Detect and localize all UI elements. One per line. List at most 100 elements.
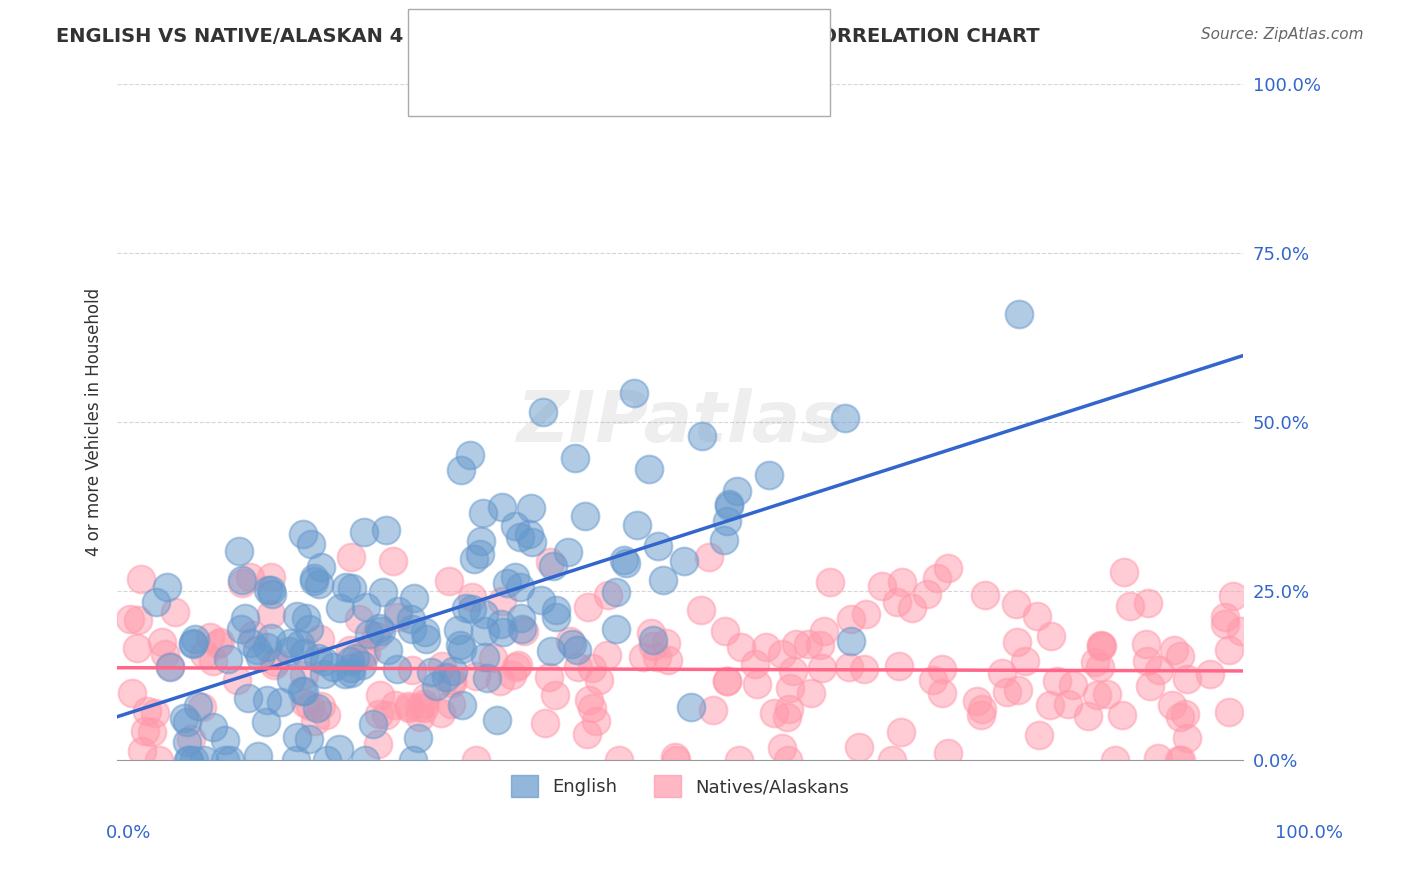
Point: [972, 702, 994, 716]
Point: [813, 624, 835, 638]
Point: [770, 647, 793, 661]
Point: [488, 673, 510, 688]
Point: [797, 637, 820, 651]
Point: [368, 621, 391, 635]
Point: [1084, 655, 1107, 669]
Point: [449, 638, 471, 652]
Point: [209, 634, 232, 648]
Point: [1005, 634, 1028, 648]
Point: [399, 611, 422, 625]
Point: [991, 666, 1014, 681]
Point: [176, 715, 198, 730]
Point: [370, 624, 392, 639]
Point: [134, 723, 156, 738]
Point: [402, 591, 425, 606]
Point: [408, 710, 430, 724]
Point: [291, 526, 314, 541]
Point: [402, 753, 425, 767]
Point: [505, 660, 527, 674]
Point: [613, 553, 636, 567]
Point: [1090, 639, 1112, 653]
Point: [292, 684, 315, 698]
Point: [406, 731, 429, 745]
Point: [1213, 617, 1236, 632]
Point: [396, 698, 419, 713]
Point: [672, 554, 695, 568]
Point: [254, 715, 277, 730]
Point: [1008, 307, 1031, 321]
Point: [398, 701, 420, 715]
Point: [202, 654, 225, 668]
Point: [716, 673, 738, 688]
Point: [368, 707, 391, 722]
Point: [141, 725, 163, 739]
Point: [544, 688, 567, 702]
Point: [558, 633, 581, 648]
Point: [512, 624, 534, 638]
Point: [607, 753, 630, 767]
Point: [191, 699, 214, 714]
Point: [354, 646, 377, 660]
Point: [207, 637, 229, 651]
Point: [848, 739, 870, 754]
Point: [922, 673, 945, 687]
Point: [440, 673, 463, 687]
Point: [260, 583, 283, 598]
Point: [716, 514, 738, 528]
Point: [501, 667, 523, 681]
Point: [333, 666, 356, 681]
Text: ■: ■: [457, 70, 478, 90]
Point: [173, 711, 195, 725]
Point: [361, 717, 384, 731]
Point: [758, 468, 780, 483]
Point: [214, 753, 236, 767]
Point: [233, 610, 256, 624]
Point: [1168, 710, 1191, 724]
Point: [129, 573, 152, 587]
Point: [371, 584, 394, 599]
Point: [567, 660, 589, 674]
Point: [408, 700, 430, 714]
Point: [641, 632, 664, 647]
Point: [725, 483, 748, 498]
Point: [718, 497, 741, 511]
Point: [1167, 753, 1189, 767]
Point: [1222, 589, 1244, 603]
Point: [353, 525, 375, 540]
Point: [413, 625, 436, 640]
Text: 0.738: 0.738: [541, 31, 599, 49]
Point: [257, 583, 280, 598]
Point: [440, 676, 463, 690]
Text: R =: R =: [485, 31, 519, 49]
Point: [304, 574, 326, 589]
Point: [1088, 660, 1111, 674]
Point: [872, 579, 894, 593]
Point: [474, 624, 496, 639]
Point: [118, 612, 141, 626]
Point: [420, 665, 443, 680]
Point: [264, 655, 287, 669]
Point: [474, 649, 496, 664]
Point: [727, 753, 749, 767]
Point: [1168, 649, 1191, 664]
Point: [1136, 596, 1159, 610]
Point: [434, 670, 457, 684]
Point: [470, 547, 492, 561]
Point: [382, 554, 405, 568]
Point: [450, 463, 472, 477]
Point: [519, 526, 541, 541]
Point: [925, 571, 948, 585]
Point: [1163, 642, 1185, 657]
Point: [415, 632, 437, 647]
Point: [302, 571, 325, 585]
Point: [778, 702, 800, 716]
Point: [799, 685, 821, 699]
Point: [350, 658, 373, 673]
Point: [657, 653, 679, 667]
Point: [605, 623, 627, 637]
Point: [690, 603, 713, 617]
Point: [470, 534, 492, 549]
Point: [437, 574, 460, 588]
Point: [770, 741, 793, 756]
Point: [713, 533, 735, 548]
